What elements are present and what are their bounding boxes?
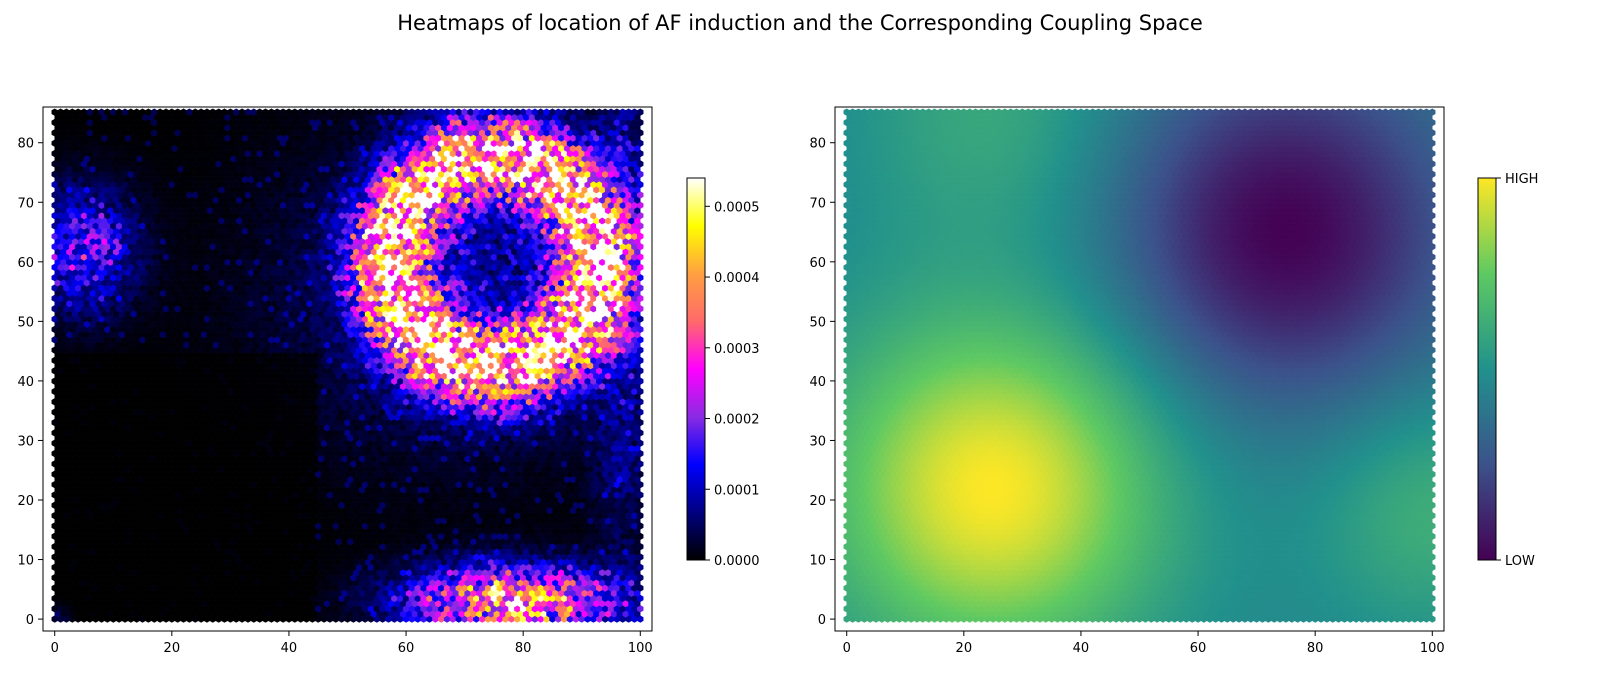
figure-title: Heatmaps of location of AF induction and… bbox=[397, 11, 1203, 35]
density-hex-cells bbox=[51, 108, 644, 623]
